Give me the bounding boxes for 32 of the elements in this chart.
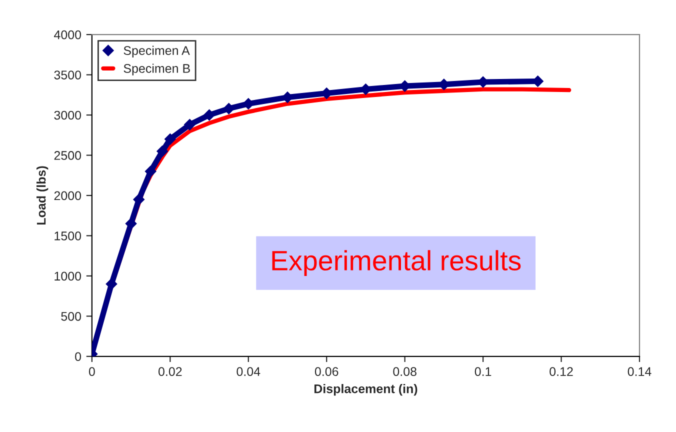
y-tick-label: 3000	[54, 110, 82, 120]
point	[164, 134, 176, 145]
point	[144, 166, 156, 177]
y-tick-label: 0	[75, 352, 82, 362]
x-axis-title: Displacement (in)	[314, 384, 418, 396]
y-tick-label: 2000	[54, 191, 82, 200]
legend-label: Specimen A	[124, 46, 190, 58]
x-tick-label: 0.08	[393, 367, 416, 376]
legend-label: Specimen B	[124, 64, 190, 76]
x-tick-label: 0.02	[158, 367, 182, 376]
x-tick-label: 0.04	[236, 367, 260, 376]
x-tick-label: 0	[88, 367, 95, 376]
y-tick-label: 3500	[54, 70, 82, 80]
point	[184, 119, 196, 130]
point	[242, 98, 254, 110]
y-tick-label: 1000	[54, 272, 82, 281]
point	[125, 218, 137, 230]
y-tick-label: 2500	[54, 151, 82, 160]
point	[223, 102, 234, 114]
point	[156, 146, 168, 157]
point	[133, 194, 144, 206]
x-tick-label: 0.06	[314, 367, 338, 376]
annotation: Experimental results	[272, 250, 521, 276]
y-axis-title: Load (lbs)	[36, 166, 48, 224]
y-tick-label: 1500	[54, 232, 82, 240]
x-tick-label: 0.1	[474, 367, 492, 376]
y-tick-label: 500	[61, 312, 82, 321]
y-tick-label: 4000	[54, 30, 82, 40]
x-tick-label: 0.12	[550, 367, 573, 376]
x-tick-label: 0.14	[628, 367, 652, 376]
point	[106, 278, 118, 290]
point	[204, 109, 215, 121]
